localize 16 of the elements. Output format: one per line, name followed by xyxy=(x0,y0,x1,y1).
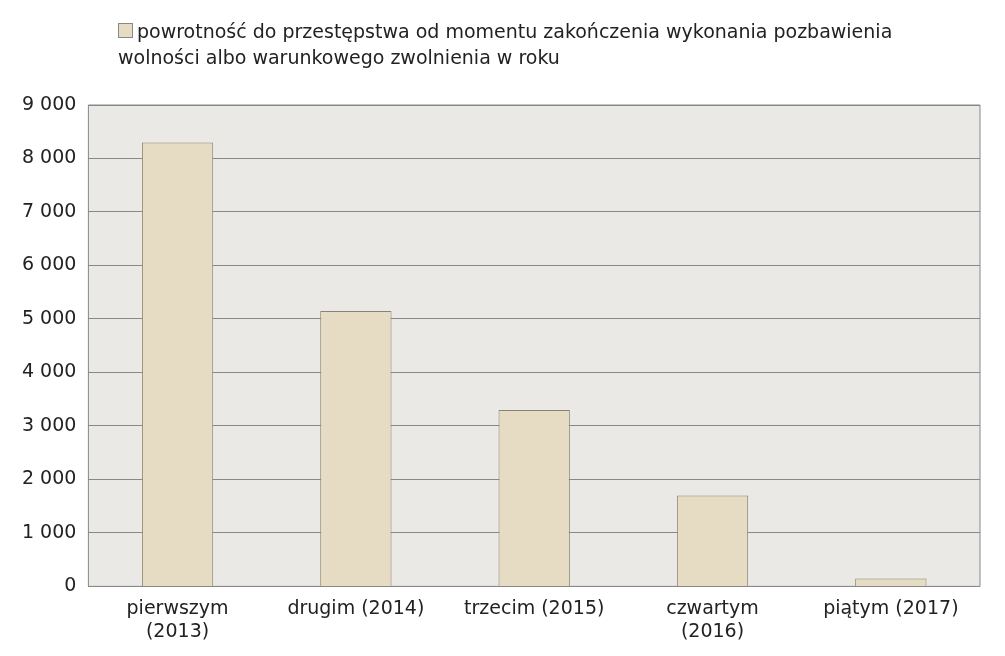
y-tick-label: 2 000 xyxy=(21,466,77,489)
y-tick-label: 1 000 xyxy=(21,519,77,542)
x-tick-label: czwartym (2016) xyxy=(666,595,759,641)
legend-label: powrotność do przestępstwa od momentu zakończenia wykonania pozbawienia wolności albo warunkowego zwolnienia w roku xyxy=(118,19,894,70)
x-tick-label: trzecim (2015) xyxy=(464,595,605,618)
x-tick-label: drugim (2014) xyxy=(287,595,425,618)
y-tick-label: 8 000 xyxy=(21,145,77,168)
x-tick-label: piątym (2017) xyxy=(823,595,959,618)
y-tick-label: 9 000 xyxy=(21,91,77,114)
y-tick-label: 0 xyxy=(64,573,77,596)
x-tick-label: pierwszym (2013) xyxy=(126,595,229,641)
y-tick-label: 4 000 xyxy=(21,359,77,382)
y-tick-label: 3 000 xyxy=(21,412,77,435)
y-tick-label: 7 000 xyxy=(21,198,77,221)
y-tick-label: 6 000 xyxy=(21,252,77,275)
y-tick-label: 5 000 xyxy=(21,305,77,328)
